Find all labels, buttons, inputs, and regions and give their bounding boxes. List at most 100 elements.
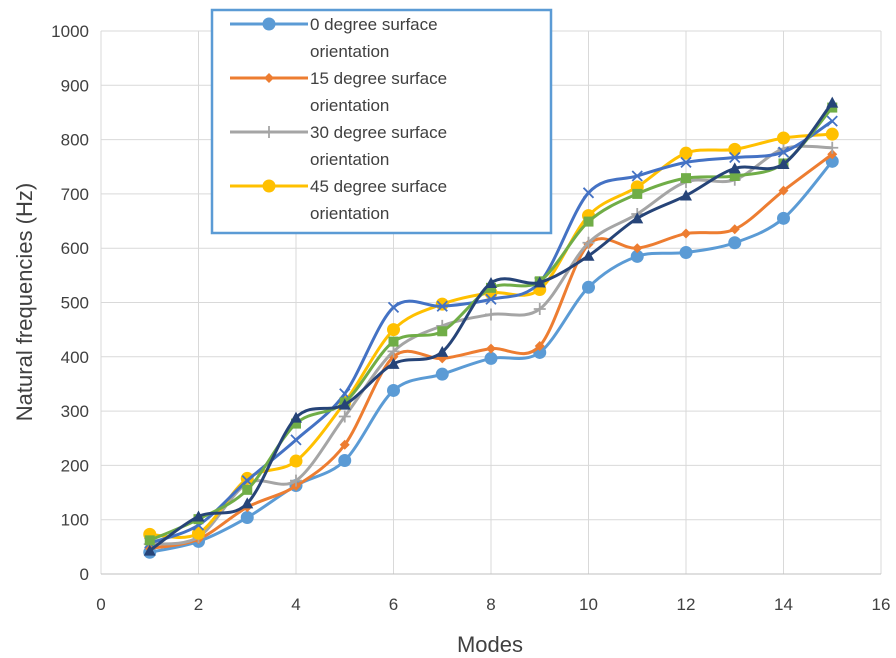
x-tick-label: 2 (194, 595, 203, 614)
data-point (143, 544, 156, 556)
data-point (338, 410, 351, 423)
legend-item: 15 degree surface orientation (230, 69, 447, 115)
x-tick-label: 10 (579, 595, 598, 614)
data-point (582, 187, 595, 199)
data-point (681, 228, 691, 239)
legend-label: 30 degree surface orientation (310, 123, 447, 169)
data-point (485, 276, 497, 288)
data-point (729, 170, 740, 181)
data-point (826, 115, 838, 127)
series-layer (143, 96, 839, 559)
y-axis-title: Natural frequencies (Hz) (12, 183, 37, 421)
data-point (485, 293, 497, 305)
legend-item: 45 degree surface orientation (230, 177, 447, 223)
legend-item: 0 degree surface orientation (230, 15, 438, 61)
data-point (728, 162, 741, 174)
data-point (680, 189, 692, 201)
legend-label: 0 degree surface orientation (310, 15, 438, 61)
x-tick-label: 8 (486, 595, 495, 614)
y-tick-label: 100 (61, 511, 89, 530)
data-point (534, 340, 545, 351)
x-axis-title: Modes (457, 632, 523, 657)
data-point (533, 303, 546, 316)
legend-marker (264, 73, 274, 83)
legend-marker (262, 179, 276, 193)
y-tick-label: 1000 (51, 22, 89, 41)
data-point (289, 454, 303, 468)
x-axis-ticks: 0 2 4 6 8 10 12 14 16 (96, 595, 890, 614)
data-point (826, 96, 839, 108)
series-line (148, 101, 834, 552)
data-point (437, 326, 448, 337)
data-point (241, 497, 254, 509)
data-point (240, 511, 254, 525)
data-point (630, 249, 644, 263)
x-tick-label: 6 (389, 595, 398, 614)
data-point (242, 484, 253, 495)
data-point (435, 367, 449, 381)
series-7 (143, 96, 839, 556)
legend-label: 45 degree surface orientation (310, 177, 447, 223)
data-point (825, 127, 839, 141)
legend-box (210, 8, 553, 235)
data-point (826, 141, 839, 154)
y-tick-label: 0 (80, 565, 89, 584)
y-tick-label: 900 (61, 76, 89, 95)
data-point (583, 216, 594, 227)
data-point (632, 243, 643, 254)
data-point (728, 142, 742, 156)
data-point (290, 474, 302, 487)
data-point (777, 211, 790, 225)
y-tick-label: 200 (61, 456, 89, 475)
data-point (387, 301, 400, 314)
y-tick-label: 300 (61, 402, 89, 421)
data-point (338, 398, 351, 410)
data-point (631, 212, 644, 224)
data-point (338, 454, 352, 468)
y-tick-label: 500 (61, 294, 89, 313)
data-point (729, 224, 740, 235)
data-point (631, 170, 643, 182)
y-axis-ticks: 0 100 200 300 400 500 600 700 800 900 1000 (51, 22, 89, 584)
data-point (339, 439, 350, 450)
data-point (290, 434, 302, 446)
y-tick-label: 700 (61, 185, 89, 204)
legend: 0 degree surface orientation 15 degree sur… (210, 8, 553, 235)
data-point (291, 418, 301, 429)
data-point (777, 158, 790, 170)
data-point (777, 146, 790, 158)
data-point (192, 510, 205, 522)
legend-marker (263, 126, 275, 138)
data-point (387, 345, 400, 358)
data-point (582, 236, 595, 249)
data-point (436, 345, 449, 357)
y-tick-label: 800 (61, 131, 89, 150)
data-point (778, 185, 789, 196)
data-point (485, 308, 497, 321)
data-point (486, 343, 496, 354)
x-tick-label: 0 (96, 595, 105, 614)
data-point (582, 280, 595, 294)
data-point (681, 173, 691, 184)
data-point (387, 323, 400, 337)
x-tick-label: 4 (291, 595, 300, 614)
x-tick-label: 12 (677, 595, 696, 614)
data-point (679, 246, 693, 260)
data-point (679, 146, 693, 160)
data-point (484, 351, 498, 365)
data-point (632, 188, 643, 199)
x-tick-label: 16 (872, 595, 891, 614)
data-point (387, 383, 400, 397)
legend-label: 15 degree surface orientation (310, 69, 447, 115)
data-point (533, 276, 546, 288)
data-point (728, 236, 742, 250)
data-point (827, 149, 838, 160)
data-point (436, 300, 448, 312)
data-point (290, 411, 302, 423)
data-point (435, 297, 449, 311)
legend-marker (262, 17, 276, 31)
data-point (388, 336, 399, 347)
data-point (582, 249, 595, 261)
x-tick-label: 14 (774, 595, 793, 614)
